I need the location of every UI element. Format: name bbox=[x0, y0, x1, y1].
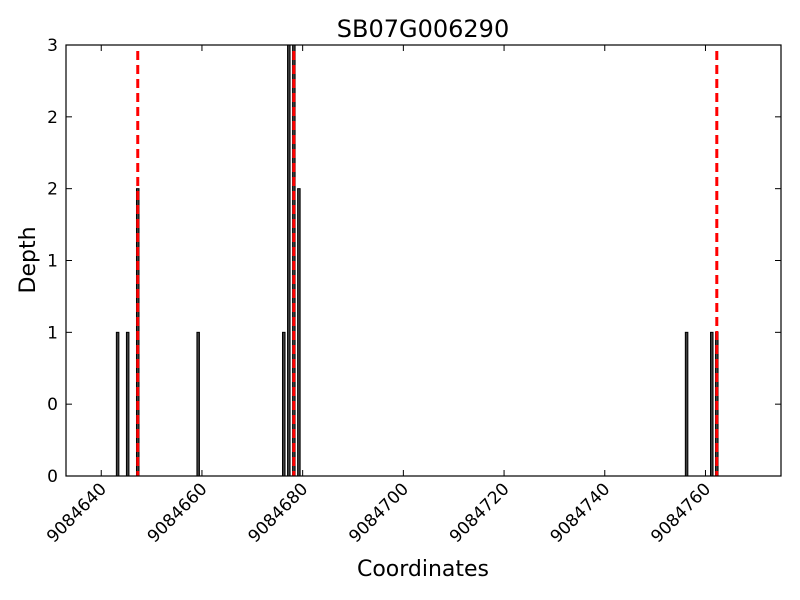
bar-4 bbox=[282, 331, 286, 477]
y-tick-label-6: 3 bbox=[47, 36, 58, 56]
bar-8 bbox=[684, 331, 689, 477]
y-tick-label-5: 2 bbox=[47, 108, 58, 128]
bar-9 bbox=[710, 331, 714, 477]
y-tick-label-3: 1 bbox=[47, 252, 58, 272]
x-tick-label-2: 9084680 bbox=[245, 479, 313, 547]
x-axis-label: Coordinates bbox=[357, 557, 489, 582]
y-axis-ticks: 0 0 1 1 2 2 3 bbox=[47, 36, 781, 487]
y-axis-label: Depth bbox=[16, 226, 41, 293]
x-tick-label-1: 9084660 bbox=[144, 479, 212, 547]
x-axis-ticks: 9084640 9084660 9084680 9084700 9084720 90847… bbox=[43, 45, 715, 547]
bar-1 bbox=[125, 331, 130, 477]
y-tick-label-1: 0 bbox=[47, 395, 58, 415]
x-tick-label-6: 9084760 bbox=[647, 479, 715, 547]
y-tick-label-4: 2 bbox=[47, 180, 58, 200]
plot-frame bbox=[65, 44, 782, 477]
x-tick-label-3: 9084700 bbox=[345, 479, 413, 547]
y-tick-label-2: 1 bbox=[47, 323, 58, 343]
y-tick-label-0: 0 bbox=[47, 467, 58, 487]
x-tick-label-0: 9084640 bbox=[43, 479, 111, 547]
bar-0 bbox=[115, 331, 120, 477]
bars-layer bbox=[115, 44, 719, 477]
x-tick-label-4: 9084720 bbox=[446, 479, 514, 547]
bar-5 bbox=[287, 44, 291, 477]
reference-lines-layer bbox=[136, 51, 719, 476]
bar-3 bbox=[196, 331, 200, 477]
bar-7 bbox=[297, 188, 301, 477]
x-tick-label-5: 9084740 bbox=[547, 479, 615, 547]
chart-title: SB07G006290 bbox=[337, 15, 509, 43]
